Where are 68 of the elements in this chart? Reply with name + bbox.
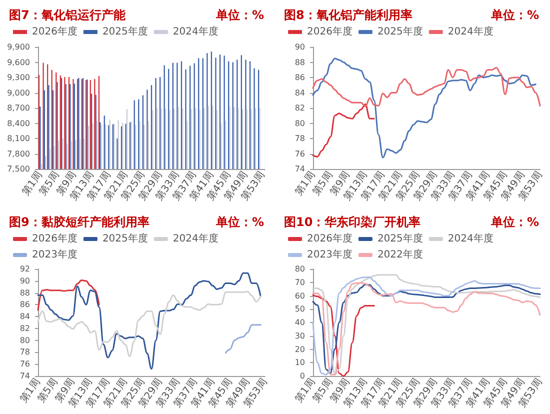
line-series bbox=[312, 58, 536, 158]
y-tick-label: 90 bbox=[20, 276, 30, 286]
legend-label: 2026年度 bbox=[307, 232, 352, 244]
y-tick-label: 60 bbox=[294, 291, 305, 300]
y-tick-label: 80 bbox=[294, 118, 305, 128]
y-tick-label: 50 bbox=[294, 304, 305, 314]
y-tick-label: 74 bbox=[294, 164, 305, 174]
chart-subtitle: 单位：% bbox=[490, 8, 540, 22]
legend-label: 2026年度 bbox=[307, 26, 352, 38]
y-tick-label: 7,800 bbox=[7, 149, 30, 158]
y-tick-label: 30 bbox=[294, 331, 305, 340]
y-tick-label: 0 bbox=[300, 372, 305, 380]
legend-label: 2025年度 bbox=[102, 26, 148, 38]
y-tick-label: 84 bbox=[294, 88, 305, 98]
y-tick-label: 90 bbox=[294, 42, 305, 52]
y-tick-label: 9,000 bbox=[7, 88, 30, 98]
y-tick-label: 78 bbox=[20, 348, 30, 357]
legend-label: 2023年度 bbox=[32, 248, 78, 260]
y-tick-label: 86 bbox=[20, 300, 30, 310]
y-tick-label: 8,100 bbox=[7, 134, 30, 143]
legend-label: 2026年度 bbox=[32, 26, 78, 38]
line-series bbox=[312, 103, 375, 158]
line-series bbox=[224, 324, 262, 354]
y-tick-label: 7,500 bbox=[7, 164, 30, 174]
line-series bbox=[37, 290, 262, 358]
y-tick-label: 74 bbox=[20, 372, 30, 380]
line-series bbox=[312, 66, 541, 108]
y-tick-label: 8,400 bbox=[7, 118, 30, 128]
y-tick-label: 76 bbox=[20, 360, 30, 369]
legend-label: 2025年度 bbox=[377, 232, 423, 244]
y-tick-label: 82 bbox=[294, 104, 305, 112]
legend-label: 2025年度 bbox=[102, 232, 148, 244]
y-tick-label: 92 bbox=[20, 264, 30, 274]
legend-label: 2026年度 bbox=[32, 232, 78, 244]
legend-label: 2023年度 bbox=[307, 248, 352, 260]
y-tick-label: 82 bbox=[20, 324, 30, 333]
y-tick-label: 78 bbox=[294, 134, 305, 143]
y-tick-label: 8,700 bbox=[7, 104, 30, 112]
legend-label: 2024年度 bbox=[448, 26, 494, 38]
y-tick-label: 40 bbox=[294, 318, 305, 327]
y-tick-label: 88 bbox=[20, 288, 30, 298]
legend-label: 2024年度 bbox=[448, 232, 494, 244]
y-tick-label: 80 bbox=[294, 264, 305, 274]
legend-label: 2024年度 bbox=[172, 232, 218, 244]
legend-label: 2022年度 bbox=[377, 248, 423, 260]
y-tick-label: 88 bbox=[294, 58, 305, 67]
chart-title: 图8：氧化铝产能利用率 bbox=[284, 8, 412, 22]
chart-subtitle: 单位：% bbox=[490, 215, 540, 229]
chart-title: 图9：黏胶短纤产能利用率 bbox=[9, 215, 150, 229]
y-tick-label: 70 bbox=[294, 278, 305, 287]
y-tick-label: 9,300 bbox=[7, 73, 30, 82]
legend-label: 2025年度 bbox=[377, 26, 423, 38]
chart-subtitle: 单位：% bbox=[214, 8, 264, 22]
line-series bbox=[312, 294, 375, 377]
y-tick-label: 10 bbox=[294, 358, 305, 368]
y-tick-label: 80 bbox=[20, 336, 30, 345]
y-tick-label: 84 bbox=[20, 312, 30, 322]
line-series bbox=[37, 272, 262, 370]
y-tick-label: 9,600 bbox=[7, 58, 30, 67]
y-tick-label: 20 bbox=[294, 344, 305, 354]
chart-title: 图10：华东印染厂开机率 bbox=[284, 215, 421, 229]
chart-title: 图7：氧化铝运行产能 bbox=[9, 8, 126, 22]
y-tick-label: 9,900 bbox=[7, 42, 30, 52]
y-tick-label: 86 bbox=[294, 73, 305, 82]
line-series bbox=[37, 280, 100, 311]
legend-label: 2024年度 bbox=[172, 26, 218, 38]
y-tick-label: 76 bbox=[294, 149, 305, 158]
chart-subtitle: 单位：% bbox=[214, 215, 264, 229]
